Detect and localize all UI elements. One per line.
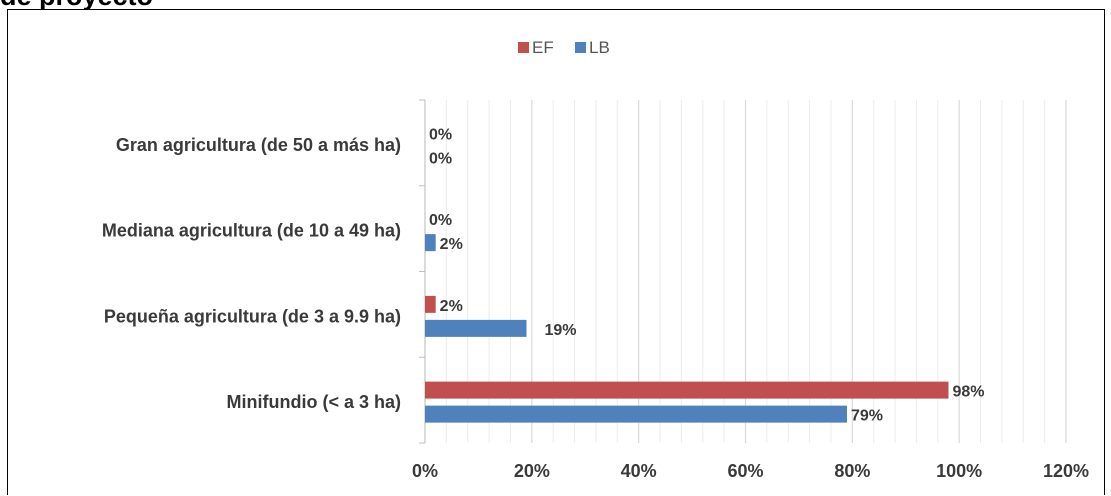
legend-label-lb: LB [589,38,610,57]
x-tick-label: 100% [936,461,982,481]
page-title: de proyecto [0,0,153,12]
legend-swatch-ef [518,42,529,53]
bar-lb [425,319,527,337]
bar-ef [425,295,436,313]
bar-ef [425,381,949,399]
data-label-ef: 98% [952,384,984,401]
bar-chart: 0% 20% 40% 60% 80% 100% 120% Gran agricultura (… [102,38,1089,481]
chart-frame: 0% 20% 40% 60% 80% 100% 120% Gran agricultura (… [7,9,1105,495]
x-tick-label: 120% [1043,461,1089,481]
category-label: Mediana agricultura (de 10 a 49 ha) [102,221,401,241]
data-label-ef: 0% [429,126,452,143]
data-label-lb: 2% [440,236,463,253]
x-tick-label: 20% [514,461,550,481]
x-tick-label: 60% [727,461,763,481]
x-tick-label: 0% [412,461,438,481]
data-label-lb: 0% [429,150,452,167]
category-label: Pequeña agricultura (de 3 a 9.9 ha) [104,306,401,326]
data-label-lb: 79% [851,408,883,425]
bar-lb [425,405,847,423]
legend-label-ef: EF [532,38,554,57]
legend-swatch-lb [575,42,586,53]
bar-lb [425,234,436,252]
category-label: Minifundio (< a 3 ha) [227,392,402,412]
data-label-ef: 0% [429,212,452,229]
category-label: Gran agricultura (de 50 a más ha) [116,135,401,155]
data-label-ef: 2% [440,298,463,315]
data-label-lb: 19% [544,322,576,339]
x-tick-label: 40% [621,461,657,481]
x-tick-label: 80% [834,461,870,481]
